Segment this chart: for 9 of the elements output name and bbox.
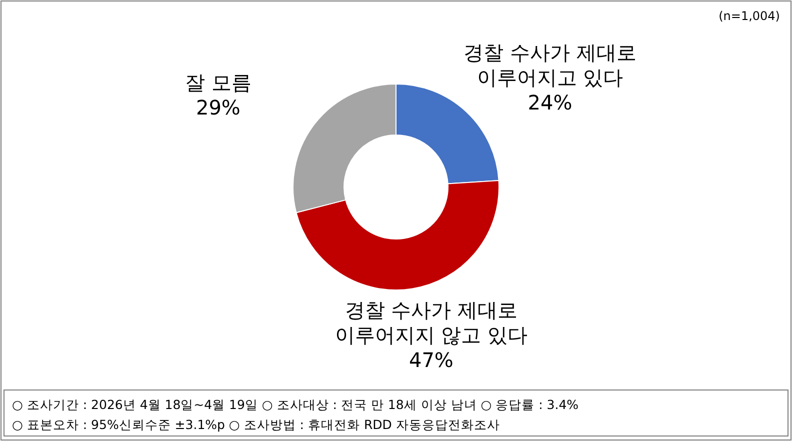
slice-label: 경찰 수사가 제대로 이루어지고 있다 (464, 40, 636, 90)
slice-label: 잘 모름 (185, 70, 252, 95)
text: (n=1,004) (718, 9, 780, 23)
data-label: 29% (196, 96, 240, 120)
text: ○ 조사기간 : 2026년 4월 18일~4월 19일 ○ 조사대상 : 전국 만 18세 이상 남녀 ○ 응답률 : 3.4% (12, 397, 579, 412)
text: ○ 표본오차 : 95%신뢰수준 ±3.1%p ○ 조사방법 : 휴대전화 RDD 자동응답전화조사 (12, 417, 500, 432)
slice-label: 경찰 수사가 제대로 이루어지지 않고 있다 (334, 298, 528, 348)
data-label: 47% (408, 348, 454, 372)
data-label: 24% (528, 90, 572, 115)
